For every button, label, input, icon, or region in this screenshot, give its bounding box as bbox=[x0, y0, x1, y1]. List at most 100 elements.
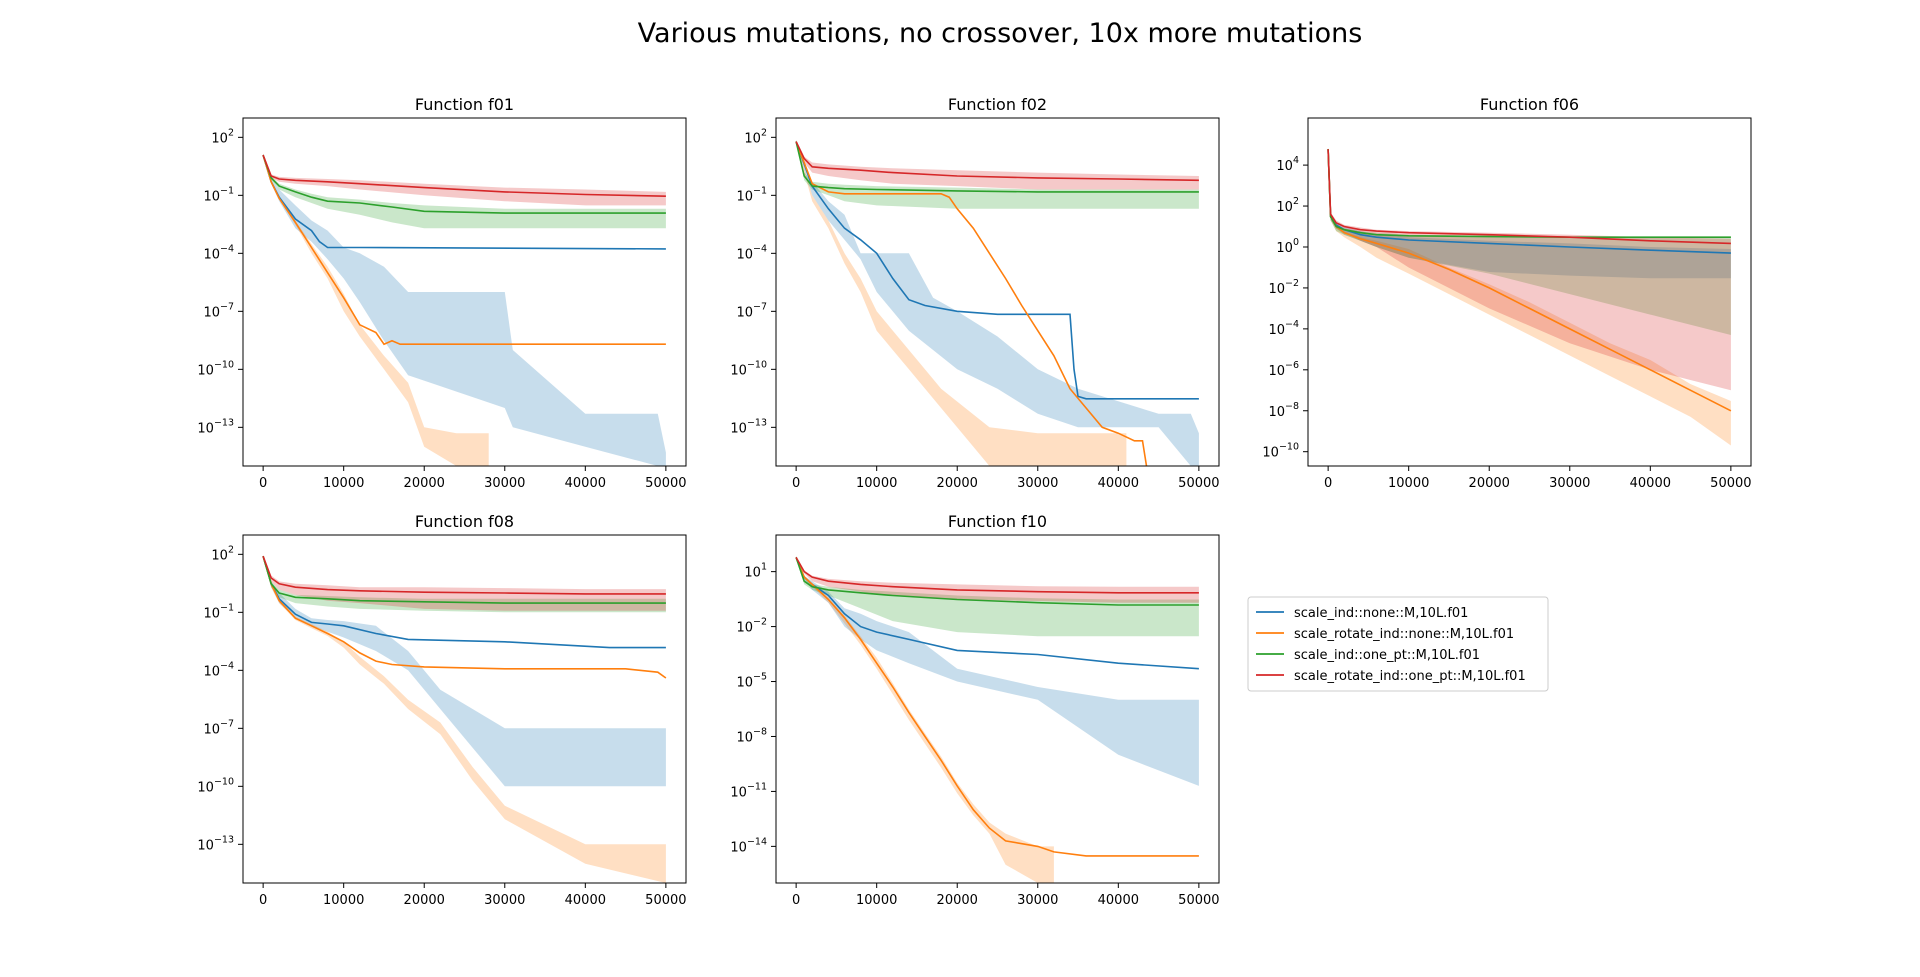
x-tick-label: 30000 bbox=[1017, 476, 1058, 491]
y-tick-label: 10−2 bbox=[736, 617, 767, 636]
legend: scale_ind::none::M,10L.f01scale_rotate_i… bbox=[1247, 596, 1549, 692]
x-tick-label: 20000 bbox=[404, 893, 445, 908]
band-series-2 bbox=[796, 556, 1054, 883]
plot-area bbox=[795, 140, 1199, 466]
y-tick-label: 10−8 bbox=[1268, 401, 1299, 420]
axes-frame bbox=[775, 117, 1220, 467]
band-series-2 bbox=[1328, 147, 1731, 446]
y-tick-label: 104 bbox=[1276, 155, 1299, 174]
subplot-3: Function f06 0 10000 20000 30000 40000 50000 10… bbox=[1262, 95, 1751, 491]
y-tick-label: 10−6 bbox=[1268, 360, 1299, 379]
y-tick-label: 10−10 bbox=[197, 359, 234, 378]
y-tick-label: 10−14 bbox=[730, 836, 767, 855]
x-tick-label: 30000 bbox=[1549, 476, 1590, 491]
line-series-2 bbox=[1327, 149, 1732, 412]
subplot-title: Function f06 bbox=[1480, 95, 1579, 114]
subplot-4: Function f08 0 10000 20000 30000 40000 50000 10… bbox=[197, 512, 686, 908]
legend-entry-label: scale_rotate_ind::one_pt::M,10L.f01 bbox=[1294, 669, 1526, 684]
band-series-1 bbox=[1328, 147, 1731, 279]
band-series-1 bbox=[796, 556, 1199, 786]
y-tick-label: 10−10 bbox=[730, 359, 767, 378]
band-series-4 bbox=[796, 556, 1199, 603]
x-tick-label: 0 bbox=[1324, 476, 1332, 491]
axes-frame bbox=[242, 117, 687, 467]
line-series-1 bbox=[795, 141, 1199, 400]
subplot-title: Function f08 bbox=[415, 512, 514, 531]
band-series-1 bbox=[263, 555, 666, 787]
y-tick-label: 102 bbox=[1276, 196, 1299, 215]
x-tick-label: 0 bbox=[259, 893, 267, 908]
x-tick-label: 10000 bbox=[1388, 476, 1429, 491]
x-tick-label: 20000 bbox=[937, 893, 978, 908]
y-tick-label: 10−4 bbox=[203, 660, 234, 679]
subplot-title: Function f10 bbox=[948, 512, 1047, 531]
line-series-2 bbox=[262, 154, 666, 346]
y-tick-label: 101 bbox=[744, 562, 767, 581]
x-tick-label: 20000 bbox=[1469, 476, 1510, 491]
band-series-3 bbox=[1328, 147, 1731, 335]
y-tick-label: 10−8 bbox=[736, 726, 767, 745]
y-tick-label: 10−4 bbox=[1268, 319, 1299, 338]
line-series-3 bbox=[262, 555, 666, 604]
x-tick-label: 50000 bbox=[645, 893, 686, 908]
plot-area bbox=[1327, 147, 1732, 446]
axes-frame bbox=[242, 534, 687, 884]
x-tick-label: 10000 bbox=[856, 476, 897, 491]
y-tick-label: 102 bbox=[211, 127, 234, 146]
legend-entry-label: scale_ind::one_pt::M,10L.f01 bbox=[1294, 648, 1480, 663]
plot-area bbox=[795, 556, 1199, 883]
x-tick-label: 40000 bbox=[565, 893, 606, 908]
x-tick-label: 10000 bbox=[856, 893, 897, 908]
y-tick-label: 10−13 bbox=[197, 417, 234, 436]
line-series-2 bbox=[795, 557, 1199, 857]
x-tick-label: 40000 bbox=[1630, 476, 1671, 491]
figure-title: Various mutations, no crossover, 10x mor… bbox=[638, 18, 1363, 49]
legend-entry-label: scale_rotate_ind::none::M,10L.f01 bbox=[1294, 627, 1514, 642]
x-tick-label: 10000 bbox=[323, 893, 364, 908]
band-series-3 bbox=[263, 555, 666, 613]
y-tick-label: 102 bbox=[744, 127, 767, 146]
y-tick-label: 10−4 bbox=[736, 243, 767, 262]
line-series-4 bbox=[1327, 149, 1731, 245]
x-tick-label: 50000 bbox=[1178, 476, 1219, 491]
x-tick-label: 50000 bbox=[1178, 893, 1219, 908]
x-tick-label: 50000 bbox=[1710, 476, 1751, 491]
y-tick-label: 10−11 bbox=[730, 781, 767, 800]
legend-box bbox=[1247, 596, 1549, 692]
band-series-4 bbox=[1328, 147, 1731, 391]
x-tick-label: 40000 bbox=[1098, 476, 1139, 491]
x-tick-label: 40000 bbox=[1098, 893, 1139, 908]
y-tick-label: 102 bbox=[211, 544, 234, 563]
y-tick-label: 10−13 bbox=[197, 834, 234, 853]
band-series-1 bbox=[263, 153, 666, 466]
plot-area bbox=[262, 153, 666, 466]
band-series-4 bbox=[263, 153, 666, 206]
subplot-2: Function f02 0 10000 20000 30000 40000 50000 10… bbox=[730, 95, 1219, 491]
subplot-title: Function f02 bbox=[948, 95, 1047, 114]
x-tick-label: 0 bbox=[259, 476, 267, 491]
x-tick-label: 40000 bbox=[565, 476, 606, 491]
y-tick-label: 10−1 bbox=[736, 185, 767, 204]
y-tick-label: 10−1 bbox=[203, 185, 234, 204]
subplot-title: Function f01 bbox=[415, 95, 514, 114]
x-tick-label: 30000 bbox=[1017, 893, 1058, 908]
y-tick-label: 10−4 bbox=[203, 243, 234, 262]
line-series-4 bbox=[795, 141, 1199, 182]
y-tick-label: 10−5 bbox=[736, 672, 767, 691]
line-series-3 bbox=[262, 154, 666, 214]
y-tick-label: 10−7 bbox=[736, 301, 767, 320]
y-tick-label: 10−2 bbox=[1268, 278, 1299, 297]
band-series-2 bbox=[263, 153, 489, 466]
band-series-3 bbox=[796, 556, 1199, 637]
y-tick-label: 100 bbox=[1276, 237, 1299, 256]
axes-frame bbox=[1307, 117, 1752, 467]
plot-area bbox=[262, 555, 667, 883]
y-tick-label: 10−1 bbox=[203, 602, 234, 621]
line-series-2 bbox=[795, 141, 1148, 466]
legend-entry-label: scale_ind::none::M,10L.f01 bbox=[1294, 606, 1468, 621]
x-tick-label: 20000 bbox=[404, 476, 445, 491]
y-tick-label: 10−10 bbox=[1262, 442, 1299, 461]
line-series-4 bbox=[262, 555, 666, 595]
